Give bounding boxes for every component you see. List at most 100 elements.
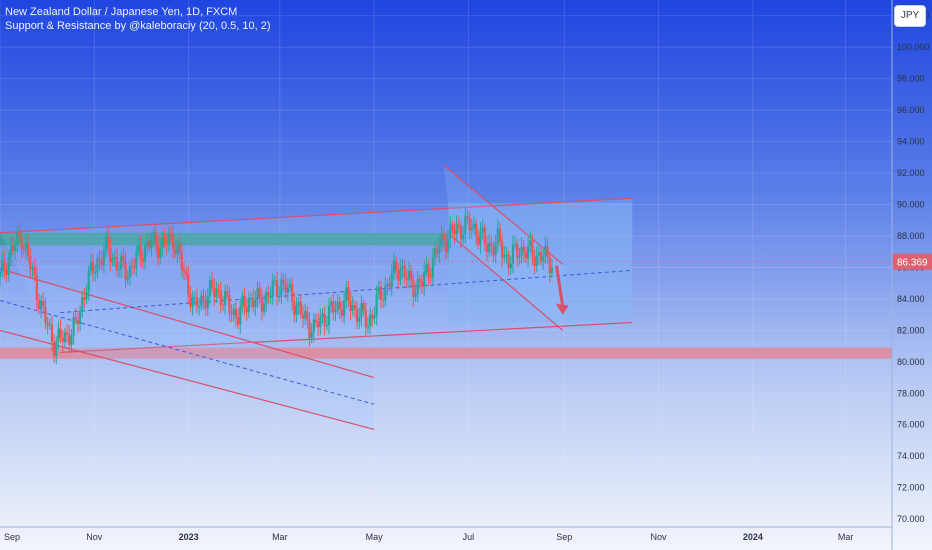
candle-body	[228, 295, 231, 313]
candle-body	[397, 270, 400, 281]
candle-body	[286, 287, 289, 293]
candle-body	[394, 260, 398, 271]
candle-body	[55, 340, 58, 357]
candle-body	[535, 255, 538, 267]
candle-body	[470, 227, 473, 231]
indicator-title[interactable]: Support & Resistance by @kaleboraciy (20…	[5, 20, 271, 32]
candle-body	[230, 312, 233, 315]
candle-body	[295, 305, 298, 316]
candle-body	[217, 288, 220, 291]
candle-body	[87, 270, 90, 292]
candle-body	[256, 287, 259, 301]
candle-body	[176, 244, 179, 254]
candle-body	[245, 307, 248, 313]
candle-body	[438, 246, 441, 254]
y-tick-label: 94.000	[897, 137, 925, 147]
y-tick-label: 72.000	[897, 483, 925, 493]
candle-body	[35, 275, 38, 301]
candle-body	[462, 234, 465, 240]
candle-body	[78, 310, 82, 324]
candle-body	[159, 248, 162, 259]
candle-body	[219, 290, 222, 305]
candle-body	[148, 241, 151, 248]
candle-body	[89, 262, 93, 271]
candle-body	[420, 281, 424, 287]
x-axis[interactable]: Sep Nov 2023 Mar May Jul Sep Nov 2024 Mar	[0, 526, 892, 542]
candle-body	[490, 242, 493, 247]
candle-body	[53, 342, 56, 357]
candle-body	[9, 245, 12, 258]
y-tick-label: 70.000	[897, 514, 925, 524]
candle-body	[204, 300, 207, 309]
candle-body	[375, 294, 378, 316]
candle-body	[479, 231, 482, 245]
candle-body	[472, 223, 476, 228]
candle-body	[124, 261, 127, 280]
candle-body	[33, 267, 36, 276]
candle-body	[299, 301, 302, 315]
candle-body	[14, 245, 17, 252]
candle-body	[301, 314, 305, 319]
candle-body	[347, 287, 350, 301]
candle-body	[414, 293, 417, 297]
candle-body	[453, 230, 456, 235]
candle-body	[503, 255, 506, 258]
y-tick-label: 90.000	[897, 200, 925, 210]
candle-body	[265, 291, 268, 304]
falling-channel-midline	[0, 299, 375, 405]
candle-body	[427, 264, 430, 277]
candle-body	[362, 303, 365, 311]
candle-body	[193, 297, 196, 299]
candle-body	[126, 277, 129, 280]
candle-body	[524, 251, 528, 259]
candle-body	[431, 257, 434, 278]
candle-body	[529, 240, 532, 247]
candle-body	[239, 306, 242, 325]
candle-body	[260, 298, 263, 312]
candle-body	[425, 264, 428, 272]
candle-body	[269, 295, 272, 297]
candle-body	[48, 324, 51, 326]
candle-body	[505, 254, 508, 256]
candle-body	[336, 301, 339, 311]
candle-body	[273, 280, 276, 282]
x-tick-label: Sep	[556, 532, 572, 542]
candle-body	[349, 300, 352, 311]
candle-body	[27, 243, 30, 256]
candle-body	[314, 319, 318, 322]
candle-body	[440, 234, 443, 247]
candle-body	[223, 291, 227, 306]
candle-body	[514, 243, 517, 245]
candle-body	[146, 241, 149, 247]
candle-body	[113, 257, 116, 259]
candle-body	[399, 268, 402, 281]
candle-body	[96, 258, 99, 273]
candle-body	[213, 287, 216, 297]
candle-body	[37, 300, 41, 310]
candle-body	[436, 248, 439, 254]
symbol-title[interactable]: New Zealand Dollar / Japanese Yen, 1D, F…	[5, 6, 238, 18]
candle-body	[206, 295, 209, 309]
candle-body	[293, 301, 296, 316]
chart-legend: New Zealand Dollar / Japanese Yen, 1D, F…	[5, 5, 271, 33]
candle-body	[74, 317, 77, 321]
candle-body	[444, 240, 447, 252]
currency-button[interactable]: JPY	[894, 5, 926, 27]
candle-body	[3, 259, 6, 271]
candle-body	[254, 300, 257, 308]
candle-body	[412, 280, 415, 297]
candle-body	[282, 279, 285, 283]
candle-body	[371, 314, 374, 319]
candle-body	[24, 243, 28, 250]
candle-body	[232, 308, 235, 315]
candle-body	[522, 246, 525, 252]
candle-body	[429, 276, 432, 278]
candle-body	[308, 320, 311, 338]
y-tick-label: 82.000	[897, 325, 925, 335]
candle-body	[280, 279, 283, 296]
candle-body	[141, 258, 144, 262]
candle-body	[388, 283, 391, 288]
candle-body	[340, 309, 344, 316]
